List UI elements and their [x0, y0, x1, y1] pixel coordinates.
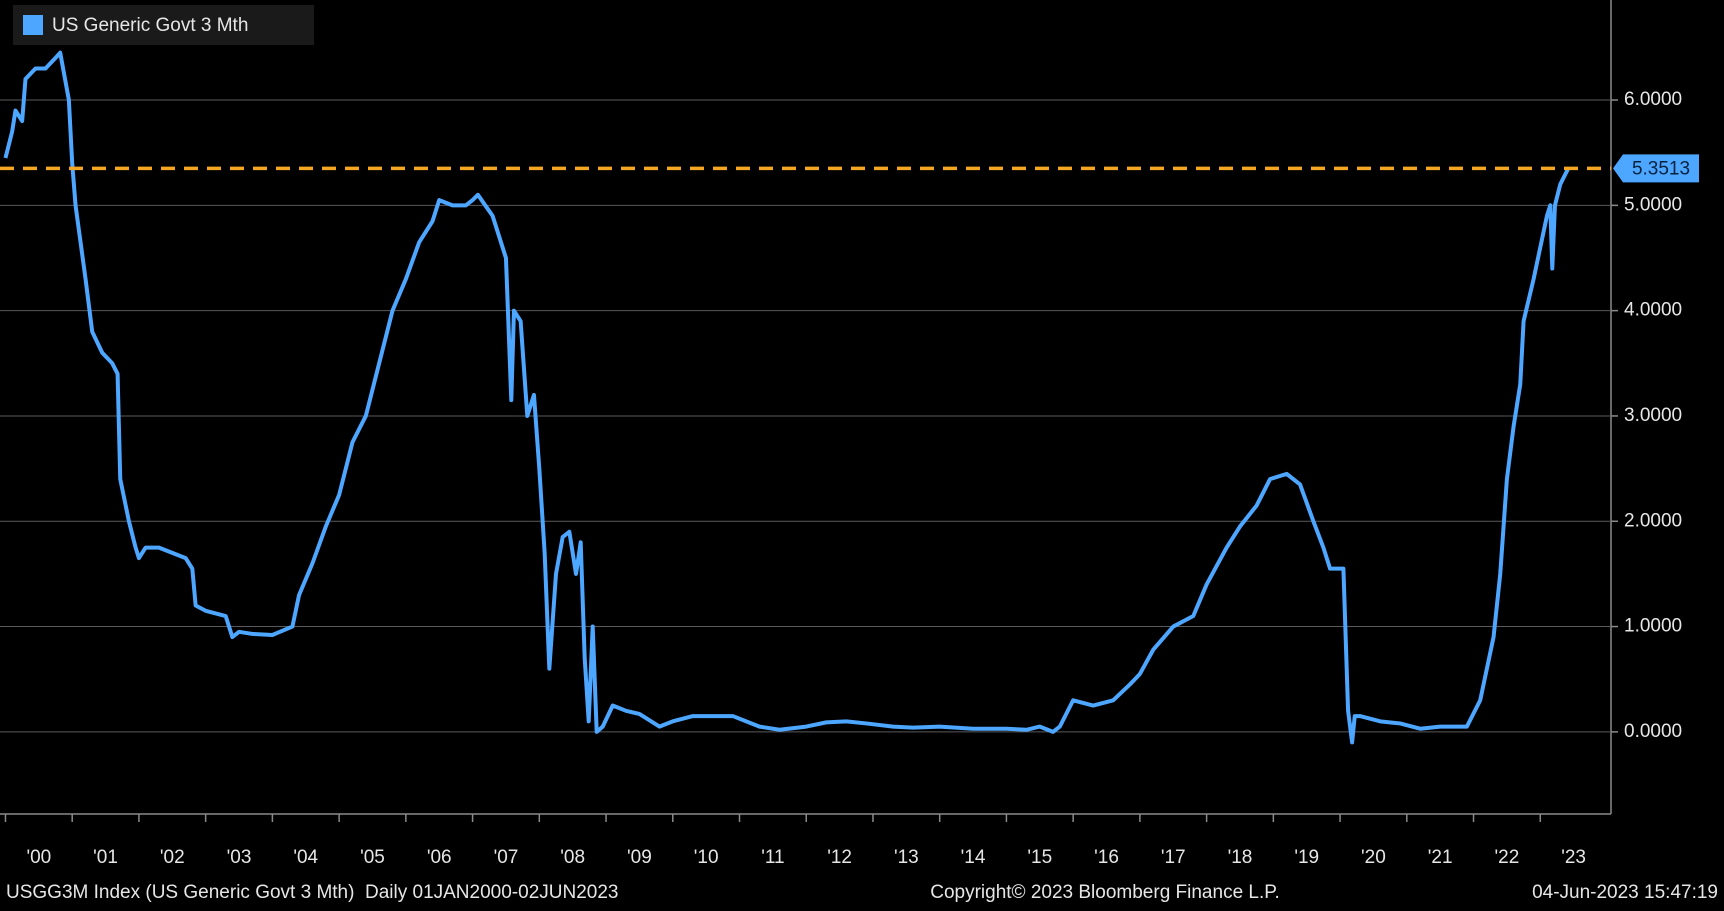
- x-tick-label: '11: [761, 847, 784, 868]
- overlay: 5.3513: [0, 154, 1699, 183]
- x-tick-label: '05: [360, 847, 385, 868]
- x-tick-label: '20: [1361, 847, 1386, 868]
- last-value-label: 5.3513: [1632, 158, 1690, 179]
- x-tick-label: '23: [1561, 847, 1586, 868]
- x-tick-label: '10: [694, 847, 719, 868]
- y-tick-label: 7.0000: [1624, 0, 1682, 5]
- x-tick-label: '03: [227, 847, 252, 868]
- last-value-tag: [1613, 154, 1699, 183]
- grid: 0.0000 1.0000 2.0000 3.0000 4.0000 5.0000 6.00…: [0, 0, 1682, 868]
- x-tick-label: '13: [894, 847, 919, 868]
- x-tick-label: '22: [1495, 847, 1520, 868]
- x-tick-label: '09: [627, 847, 652, 868]
- x-tick-label: '19: [1294, 847, 1319, 868]
- y-tick-label: 0.0000: [1624, 721, 1682, 742]
- footer-left: USGG3M Index (US Generic Govt 3 Mth) Dai…: [6, 882, 618, 903]
- x-tick-label: '01: [93, 847, 118, 868]
- legend-box: [13, 5, 314, 45]
- legend-swatch: [23, 15, 43, 35]
- x-tick-label: '08: [560, 847, 585, 868]
- y-tick-label: 6.0000: [1624, 89, 1682, 110]
- x-tick-label: '16: [1094, 847, 1119, 868]
- x-tick-label: '21: [1428, 847, 1453, 868]
- y-tick-label: 4.0000: [1624, 300, 1682, 321]
- x-tick-label: '15: [1027, 847, 1052, 868]
- x-tick-label: '02: [160, 847, 185, 868]
- footer-right: 04-Jun-2023 15:47:19: [1532, 882, 1718, 903]
- x-tick-label: '00: [26, 847, 51, 868]
- y-tick-label: 1.0000: [1624, 616, 1682, 637]
- x-tick-label: '12: [827, 847, 852, 868]
- series-line: [3, 50, 1571, 745]
- x-tick-label: '14: [961, 847, 986, 868]
- x-tick-label: '06: [427, 847, 452, 868]
- legend-label: US Generic Govt 3 Mth: [52, 15, 248, 36]
- y-tick-label: 5.0000: [1624, 194, 1682, 215]
- x-tick-label: '18: [1228, 847, 1253, 868]
- y-tick-label: 3.0000: [1624, 405, 1682, 426]
- x-tick-label: '17: [1161, 847, 1186, 868]
- x-tick-label: '07: [494, 847, 519, 868]
- footer-center: Copyright© 2023 Bloomberg Finance L.P.: [930, 882, 1280, 903]
- plot: [3, 50, 1571, 745]
- y-tick-label: 2.0000: [1624, 510, 1682, 531]
- x-tick-label: '04: [293, 847, 318, 868]
